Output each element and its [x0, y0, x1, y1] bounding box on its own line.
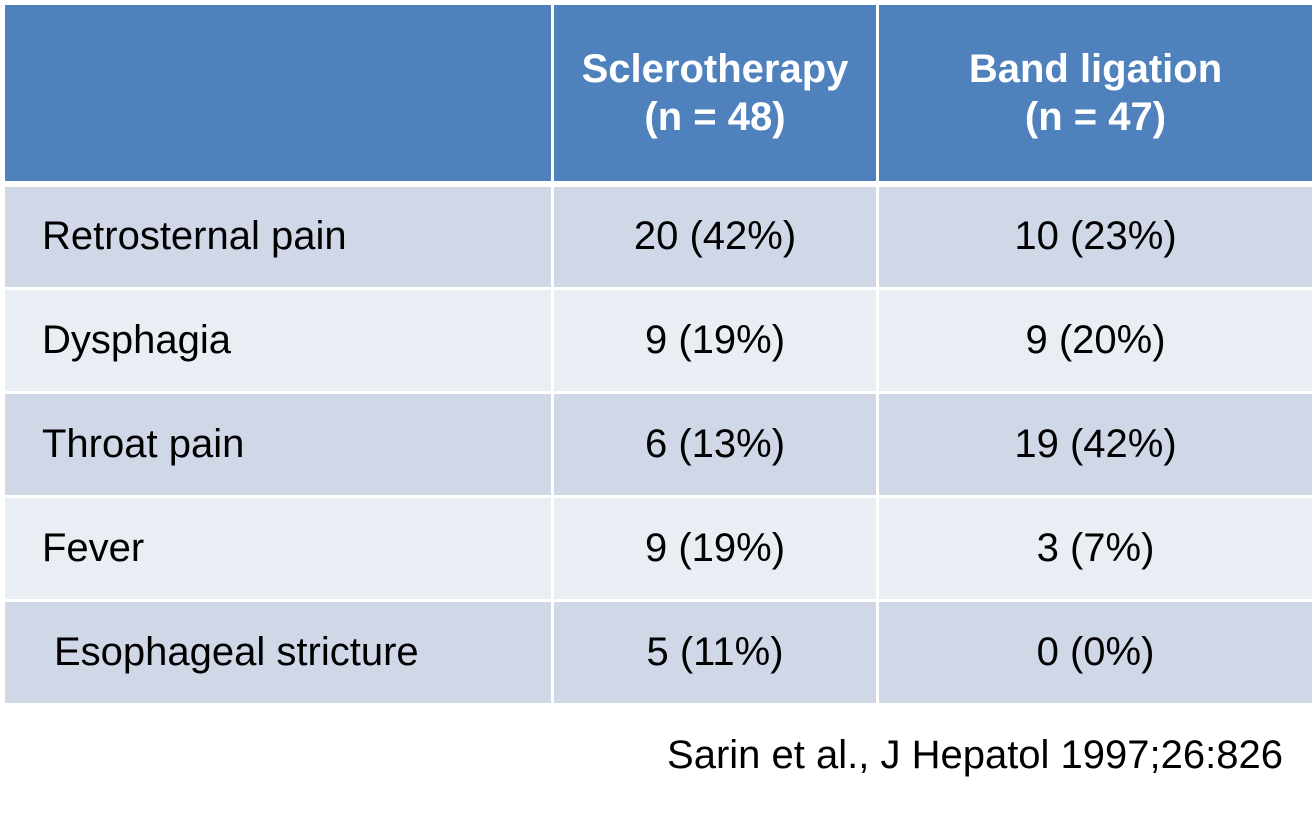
- header-cell-empty: [2, 2, 554, 186]
- sclerotherapy-value: 5 (11%): [551, 598, 879, 706]
- band-ligation-value: 3 (7%): [876, 494, 1315, 602]
- sclerotherapy-value: 9 (19%): [551, 286, 879, 394]
- sclerotherapy-value: 6 (13%): [551, 390, 879, 498]
- table-row: Throat pain 6 (13%) 19 (42%): [2, 390, 1315, 498]
- header-sclerotherapy-n: (n = 48): [644, 95, 786, 139]
- complications-table: Sclerotherapy (n = 48) Band ligation (n …: [2, 2, 1315, 706]
- table-header: Sclerotherapy (n = 48) Band ligation (n …: [2, 2, 1315, 186]
- header-cell-sclerotherapy: Sclerotherapy (n = 48): [551, 2, 879, 186]
- band-ligation-value: 19 (42%): [876, 390, 1315, 498]
- header-row: Sclerotherapy (n = 48) Band ligation (n …: [2, 2, 1315, 186]
- comparison-table-container: Sclerotherapy (n = 48) Band ligation (n …: [2, 2, 1315, 706]
- header-cell-band-ligation: Band ligation (n = 47): [876, 2, 1315, 186]
- table-row: Esophageal stricture 5 (11%) 0 (0%): [2, 598, 1315, 706]
- row-label: Fever: [2, 494, 554, 602]
- header-band-ligation-name: Band ligation: [968, 47, 1223, 91]
- table-row: Fever 9 (19%) 3 (7%): [2, 494, 1315, 602]
- band-ligation-value: 10 (23%): [876, 181, 1315, 290]
- table-row: Dysphagia 9 (19%) 9 (20%): [2, 286, 1315, 394]
- header-sclerotherapy-name: Sclerotherapy: [581, 47, 849, 91]
- row-label: Throat pain: [2, 390, 554, 498]
- header-band-ligation-n: (n = 47): [1024, 95, 1167, 139]
- row-label: Esophageal stricture: [2, 598, 554, 706]
- row-label: Dysphagia: [2, 286, 554, 394]
- table-body: Retrosternal pain 20 (42%) 10 (23%) Dysp…: [2, 181, 1315, 706]
- sclerotherapy-value: 20 (42%): [551, 181, 879, 290]
- band-ligation-value: 9 (20%): [876, 286, 1315, 394]
- sclerotherapy-value: 9 (19%): [551, 494, 879, 602]
- table-row: Retrosternal pain 20 (42%) 10 (23%): [2, 181, 1315, 290]
- row-label: Retrosternal pain: [2, 181, 554, 290]
- band-ligation-value: 0 (0%): [876, 598, 1315, 706]
- citation-text: Sarin et al., J Hepatol 1997;26:826: [667, 733, 1283, 777]
